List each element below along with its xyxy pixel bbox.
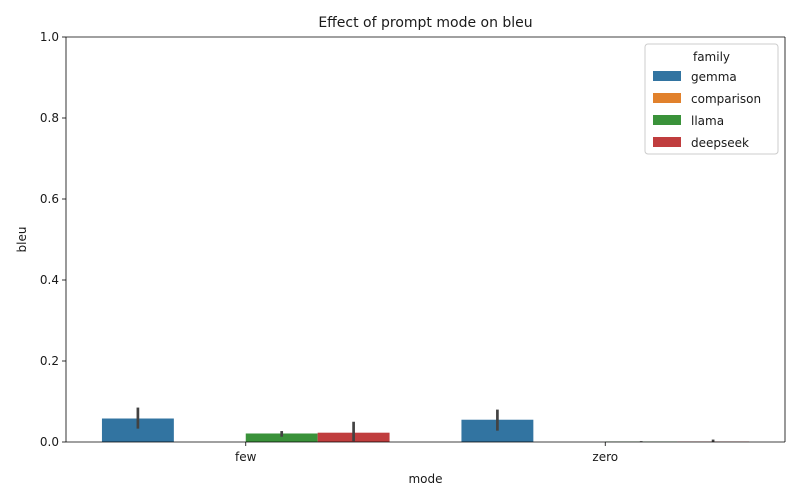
- legend-swatch-deepseek: [653, 137, 681, 147]
- x-tick-label-few: few: [235, 450, 257, 464]
- legend-swatch-gemma: [653, 71, 681, 81]
- legend-label-deepseek: deepseek: [691, 136, 749, 150]
- legend-swatch-comparison: [653, 93, 681, 103]
- y-axis-label: bleu: [15, 227, 29, 253]
- y-tick-label: 0.6: [40, 192, 59, 206]
- y-tick-label: 1.0: [40, 30, 59, 44]
- y-tick-label: 0.8: [40, 111, 59, 125]
- legend-swatch-llama: [653, 115, 681, 125]
- legend-label-comparison: comparison: [691, 92, 761, 106]
- y-tick-label: 0.4: [40, 273, 59, 287]
- legend-title: family: [693, 50, 730, 64]
- y-tick-label: 0.0: [40, 435, 59, 449]
- chart-title: Effect of prompt mode on bleu: [318, 15, 532, 31]
- x-tick-label-zero: zero: [592, 450, 618, 464]
- legend-label-llama: llama: [691, 114, 724, 128]
- legend-label-gemma: gemma: [691, 70, 737, 84]
- x-axis-label: mode: [408, 472, 442, 486]
- y-tick-label: 0.2: [40, 354, 59, 368]
